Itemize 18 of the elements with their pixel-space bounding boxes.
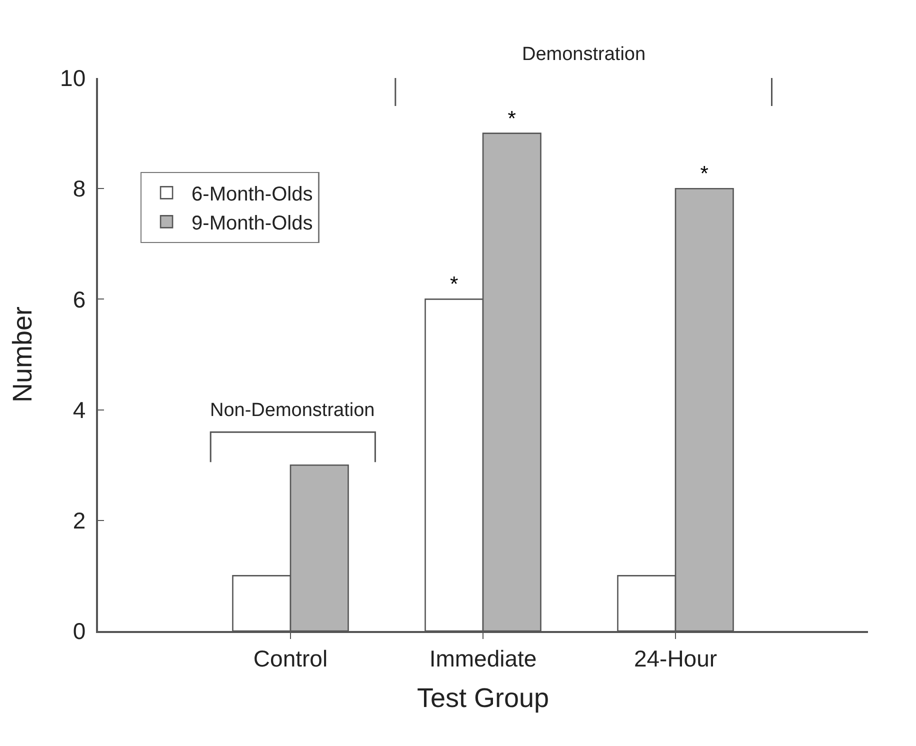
y-tick-label: 10 xyxy=(60,65,86,92)
data-label: * xyxy=(508,107,516,130)
data-label: * xyxy=(700,162,708,186)
annotation: Non-Demonstration xyxy=(210,400,375,421)
x-tick-label: Control xyxy=(253,645,328,672)
y-tick-label: 2 xyxy=(72,507,86,534)
x-tick-label: Immediate xyxy=(429,645,537,672)
x-tick-label: 24-Hour xyxy=(634,645,718,672)
text: Demonstration xyxy=(522,44,646,65)
y-tick-label: 4 xyxy=(72,396,86,423)
y-tick-label: 6 xyxy=(72,286,86,312)
legend-label: 6-Month-Olds xyxy=(192,184,313,206)
y-tick-label: 0 xyxy=(72,618,86,644)
y-tick-label: 8 xyxy=(72,176,86,202)
y-axis-title: Number xyxy=(8,306,38,403)
data-label: * xyxy=(450,273,458,296)
legend-label: 9-Month-Olds xyxy=(192,212,313,235)
x-axis-title: Test Group xyxy=(416,683,550,714)
